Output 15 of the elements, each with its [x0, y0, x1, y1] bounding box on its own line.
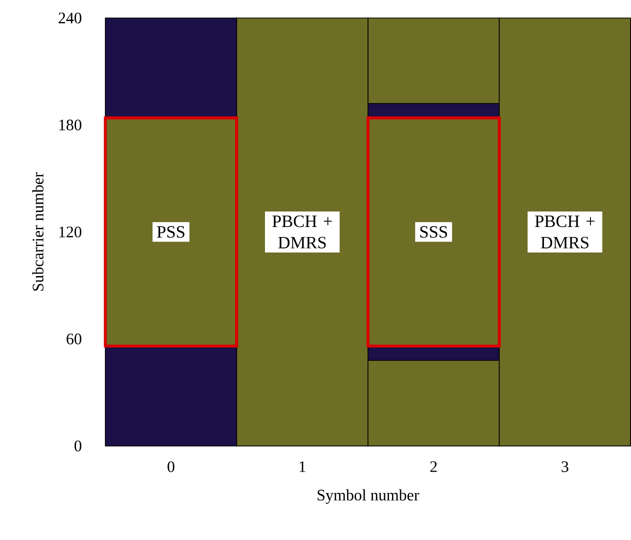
- annotation: SSS: [420, 226, 448, 238]
- y-tick-label: 0: [74, 440, 82, 452]
- x-tick-label: 1: [300, 461, 306, 472]
- x-tick-label: 2: [430, 461, 437, 472]
- y-axis-title: Subcarrier number: [32, 172, 44, 291]
- annotation: PBCH + DMRS: [535, 216, 594, 248]
- x-tick-label: 0: [168, 461, 174, 472]
- annotation: PSS: [157, 226, 184, 238]
- annotation: PBCH + DMRS: [272, 216, 332, 248]
- y-tick-label: 240: [58, 12, 82, 24]
- y-tick-label: 60: [66, 334, 82, 344]
- y-tick-label: 120: [59, 226, 82, 238]
- y-tick-label: 180: [59, 120, 82, 130]
- x-axis-title: Symbol number: [318, 489, 420, 504]
- x-tick-label: 3: [562, 461, 568, 472]
